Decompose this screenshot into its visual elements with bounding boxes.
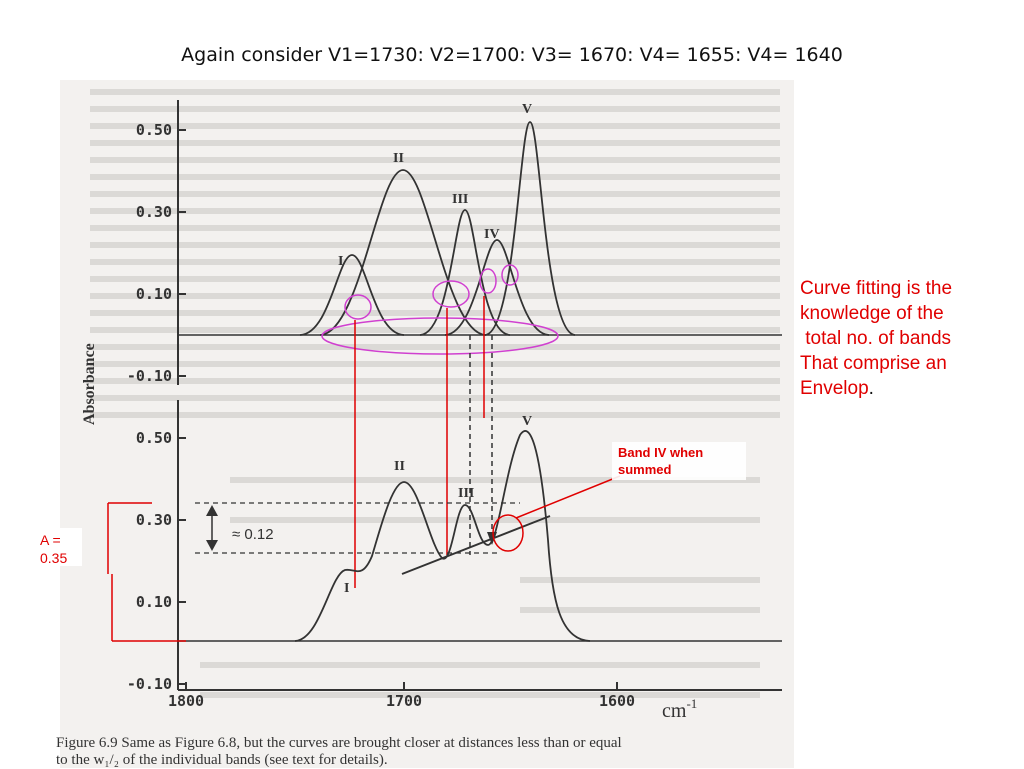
note-period: .: [868, 378, 874, 399]
x-tick-label: 1700: [386, 692, 422, 710]
bottom-band-label: II: [394, 459, 405, 474]
figure-caption: Figure 6.9 Same as Figure 6.8, but the c…: [56, 735, 622, 769]
note-line: Envelop: [800, 378, 869, 399]
x-unit-base: cm: [662, 700, 687, 722]
y-axis-label: Absorbance: [81, 343, 98, 425]
baseline-envelope-marker: [321, 317, 559, 355]
bottom-tick-label: 0.30: [136, 511, 172, 529]
slide-title: Again consider V1=1730: V2=1700: V3= 167…: [181, 44, 843, 66]
note-line: knowledge of the: [800, 303, 944, 324]
A-label-line2: 0.35: [40, 550, 67, 566]
top-panel: 0.50 0.30 0.10 -0.10 I II III IV V: [127, 100, 782, 385]
top-band-I: [299, 254, 405, 336]
overlap-marker: [432, 280, 470, 308]
A-label-line1: A =: [40, 532, 61, 548]
summed-envelope: [294, 430, 591, 642]
overlap-marker: [344, 294, 372, 320]
top-tick-label: 0.30: [136, 203, 172, 221]
top-tick-label: 0.50: [136, 121, 172, 139]
bottom-band-label: V: [522, 414, 532, 429]
x-tick-label: 1800: [168, 692, 204, 710]
x-tick-label: 1600: [599, 692, 635, 710]
band-IV-circle: [492, 514, 524, 552]
note-line: total no. of bands: [800, 328, 952, 349]
tangent-line: [401, 515, 551, 575]
top-tick-label: -0.10: [127, 367, 172, 385]
delta-label: ≈ 0.12: [232, 526, 274, 543]
note-line: That comprise an: [800, 353, 947, 374]
bottom-band-label: I: [344, 581, 349, 596]
top-band-label: I: [338, 254, 343, 269]
A-label-box: [38, 528, 82, 566]
top-band-label: III: [452, 192, 468, 207]
top-band-III: [419, 209, 511, 336]
top-band-label: IV: [484, 227, 500, 242]
top-band-label: V: [522, 102, 532, 117]
bottom-band-label: III: [458, 486, 474, 501]
band-IV-label-line1: Band IV when: [618, 445, 703, 460]
caption-line: Figure 6.9 Same as Figure 6.8, but the c…: [56, 735, 622, 751]
overlap-markers: [321, 264, 559, 355]
note-line-last: Envelop.: [800, 376, 1024, 401]
band-IV-pointer: [515, 475, 621, 519]
top-band-V: [484, 121, 576, 336]
band-IV-label-box: [612, 442, 746, 480]
curve-fitting-note: Curve fitting is the knowledge of the to…: [800, 276, 1024, 401]
connector-lines: [354, 296, 497, 588]
background-text-lines: [90, 89, 780, 698]
x-unit: cm-1: [662, 696, 697, 722]
bottom-tick-label: -0.10: [127, 675, 172, 693]
bottom-panel: 0.50 0.30 0.10 -0.10 1800 1700 1600 cm-1…: [38, 400, 782, 722]
top-band-label: II: [393, 151, 404, 166]
bottom-tick-label: 0.50: [136, 429, 172, 447]
overlap-marker: [501, 264, 519, 286]
top-tick-label: 0.10: [136, 285, 172, 303]
top-band-IV: [444, 239, 550, 336]
band-IV-label-line2: summed: [618, 462, 672, 477]
delta-arrow-head: [206, 540, 218, 551]
overlap-marker: [479, 268, 497, 294]
bottom-tick-label: 0.10: [136, 593, 172, 611]
delta-arrow-head: [206, 505, 218, 516]
caption-line: to the w₁/₂ of the individual bands (see…: [56, 752, 388, 768]
note-line: Curve fitting is the: [800, 278, 953, 299]
x-unit-exponent: -1: [686, 696, 697, 711]
